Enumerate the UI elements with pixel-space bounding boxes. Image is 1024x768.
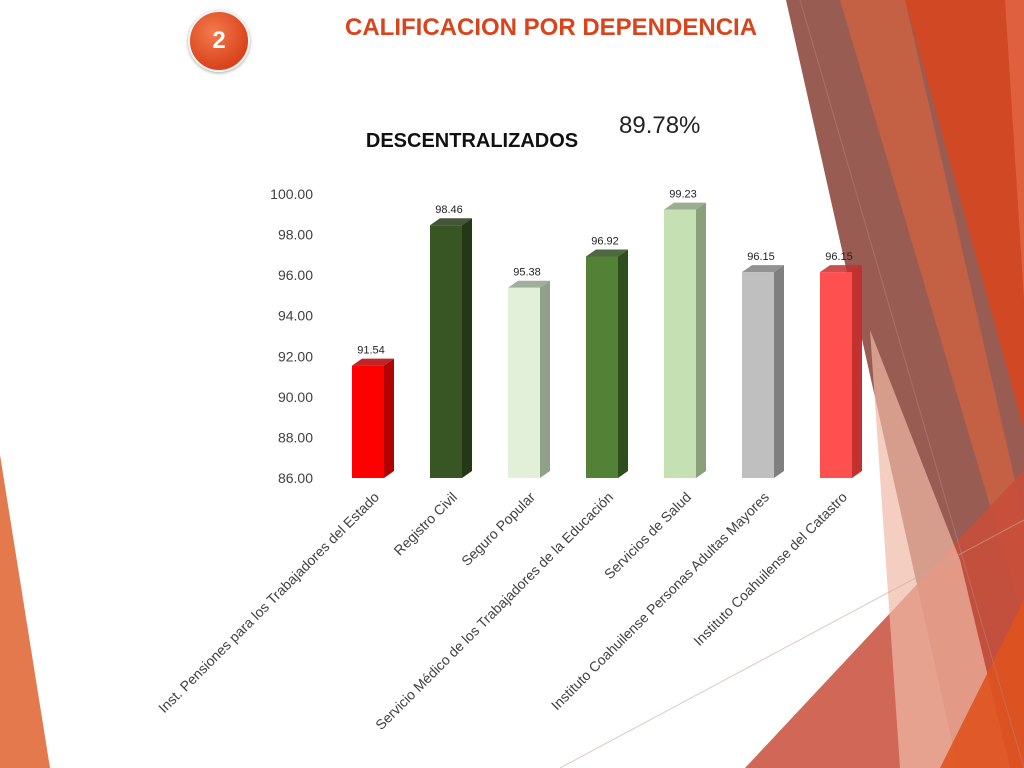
bar [820, 265, 862, 478]
bar-front [508, 287, 540, 478]
x-axis: Inst. Pensiones para los Trabajadores de… [155, 489, 850, 733]
bar-value-label: 95.38 [513, 267, 541, 279]
bar-front [742, 272, 774, 478]
bar-top [742, 265, 784, 273]
y-axis: 100.00 98.00 96.00 94.00 92.00 90.00 88.00 86.0… [270, 186, 313, 486]
bar-front [820, 272, 852, 478]
bar-side [774, 265, 784, 478]
y-tick-label: 92.00 [278, 348, 313, 364]
bar-front [430, 225, 462, 478]
y-tick-label: 90.00 [278, 389, 313, 405]
bar-side [618, 249, 628, 478]
x-category-label: Instituto Coahuilense del Catastro [690, 489, 850, 649]
chart-title: DESCENTRALIZADOS [366, 130, 578, 152]
bar-value-label: 91.54 [357, 345, 385, 357]
bar-front [664, 209, 696, 478]
y-tick-label: 94.00 [278, 308, 313, 324]
bar-top [820, 265, 862, 273]
bar-side [852, 265, 862, 478]
slide-title: CALIFICACION POR DEPENDENCIA [345, 14, 758, 41]
x-category-label: Inst. Pensiones para los Trabajadores de… [155, 489, 382, 716]
bar [352, 358, 394, 478]
bar-top [508, 280, 550, 288]
y-tick-label: 88.00 [278, 429, 313, 445]
bar-side [384, 358, 394, 478]
bar-top [430, 218, 472, 226]
y-tick-label: 86.00 [278, 470, 313, 486]
bar [430, 218, 472, 479]
bar-top [664, 202, 706, 210]
slide-number-badge: 2 [188, 10, 250, 72]
bar [664, 202, 706, 478]
bar-value-label: 98.46 [435, 204, 463, 216]
bar [742, 265, 784, 478]
bar-value-label: 96.15 [825, 251, 853, 263]
x-category-label: Registro Civil [390, 489, 460, 559]
bar [508, 280, 550, 478]
bar-side [696, 202, 706, 478]
bar-front [352, 365, 384, 478]
x-category-label: Seguro Popular [458, 489, 538, 569]
bar-top [352, 358, 394, 366]
bar-top [586, 249, 628, 257]
overall-score: 89.78% [619, 112, 701, 139]
bar-side [462, 218, 472, 479]
bar-value-label: 96.92 [591, 235, 619, 247]
bars: 91.54 98.46 95.38 96.92 99.23 96.15 96.15 [352, 189, 862, 479]
y-tick-label: 96.00 [278, 267, 313, 283]
bar-value-label: 96.15 [747, 251, 775, 263]
bar-value-label: 99.23 [669, 189, 697, 201]
bar-side [540, 280, 550, 478]
bar-front [586, 256, 618, 478]
y-tick-label: 98.00 [278, 227, 313, 243]
y-tick-label: 100.00 [270, 186, 313, 202]
bar [586, 249, 628, 478]
